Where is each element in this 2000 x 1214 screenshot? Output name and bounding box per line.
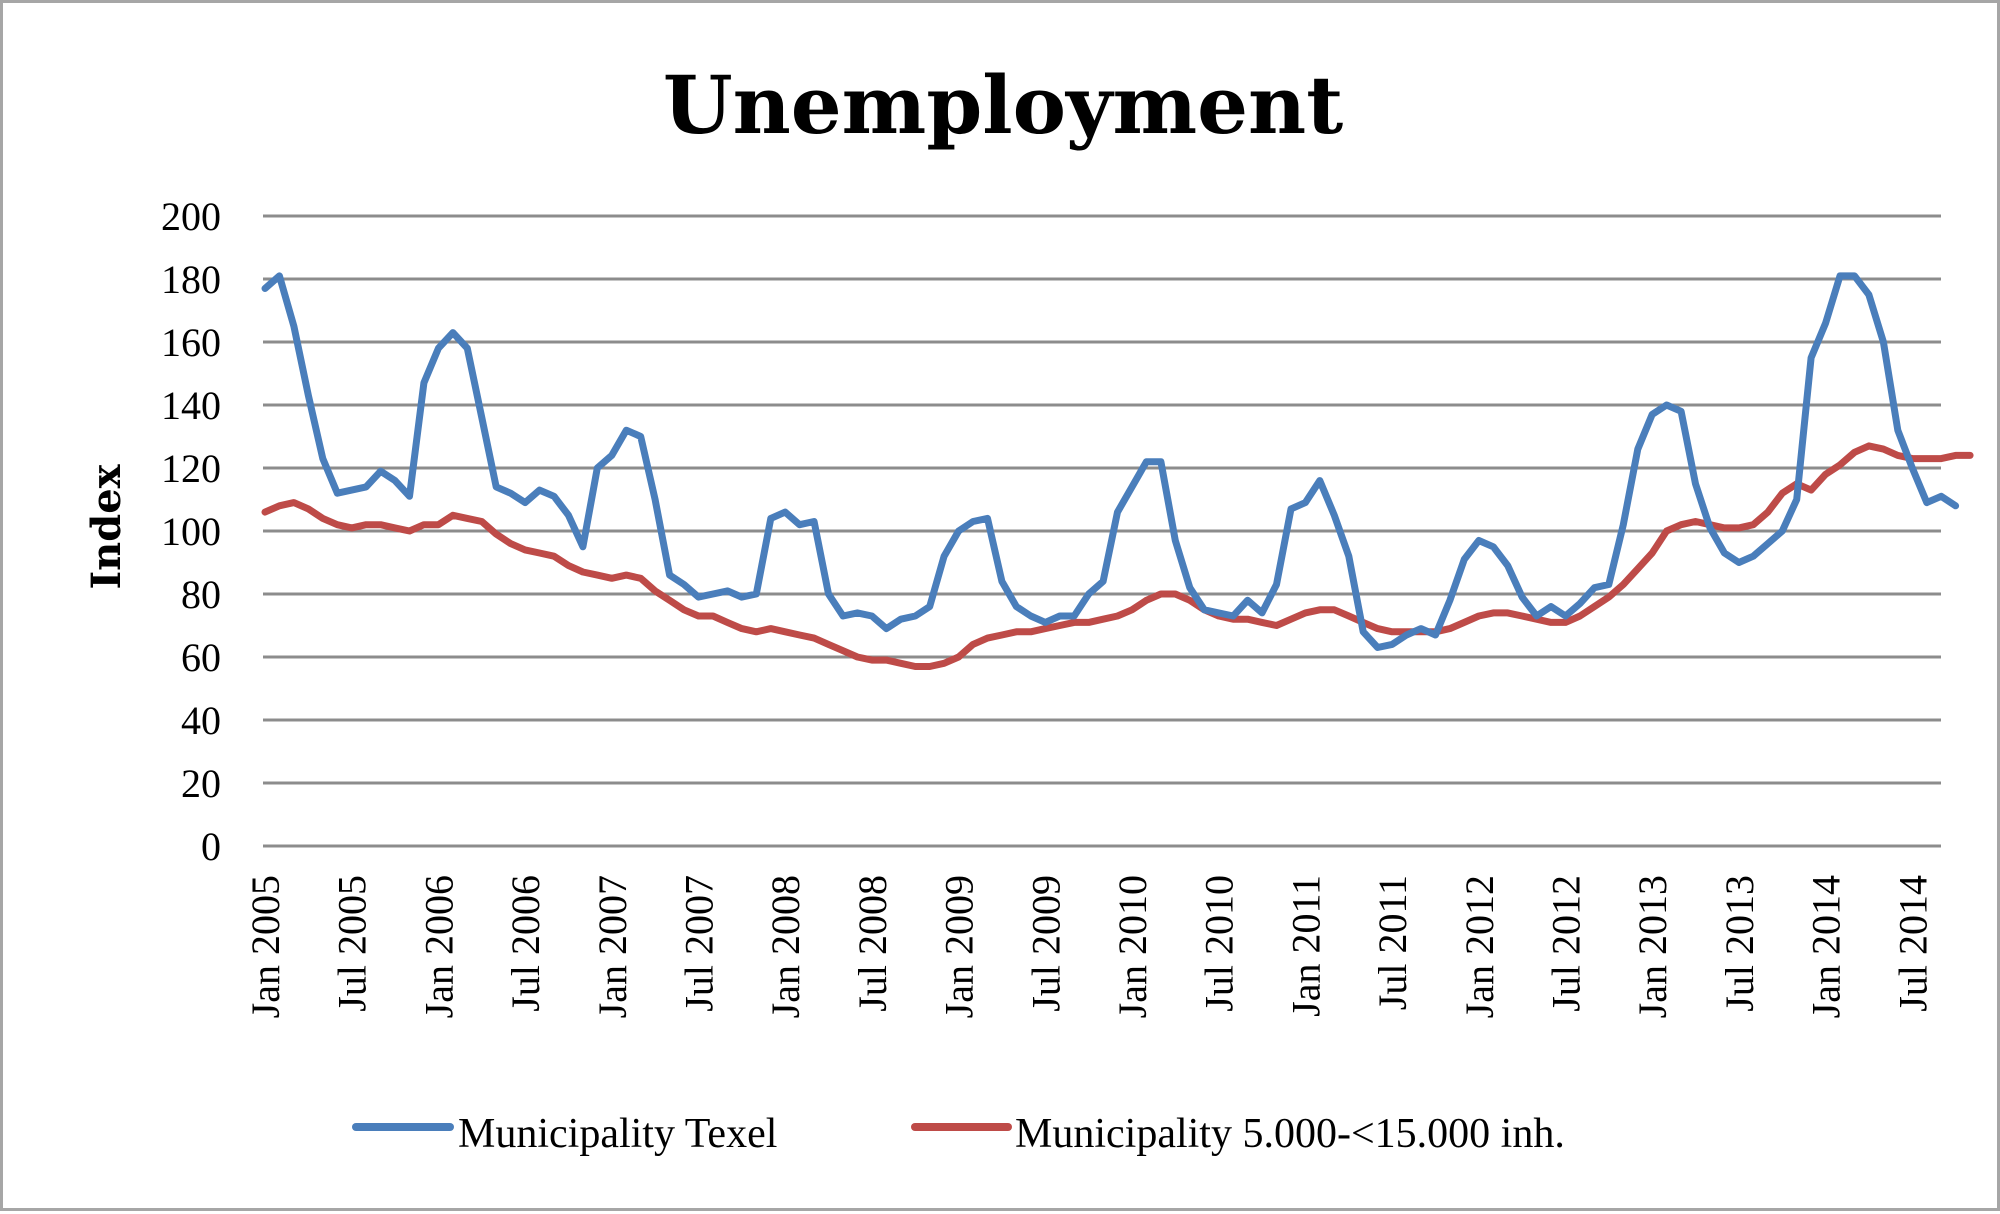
x-tick-label: Jul 2005: [330, 875, 375, 1012]
y-tick-label: 120: [161, 446, 221, 491]
legend: Municipality Texel Municipality 5.000-<15…: [352, 1111, 1565, 1157]
x-tick-label: Jan 2014: [1804, 875, 1849, 1018]
legend-label-1: Municipality Texel: [458, 1111, 777, 1157]
x-tick-label: Jul 2009: [1023, 875, 1068, 1012]
y-tick-label: 0: [201, 824, 221, 869]
series-line-2: [261, 442, 1974, 670]
x-tick-labels: Jan 2005 Jul 2005 Jan 2006 Jul 2006 Jan 2007…: [243, 875, 1935, 1018]
y-tick-label: 60: [181, 635, 221, 680]
x-tick-label: Jan 2010: [1110, 875, 1155, 1018]
x-tick-label: Jan 2013: [1630, 875, 1675, 1018]
x-tick-label: Jul 2014: [1890, 875, 1935, 1012]
grid-layer: [263, 214, 1941, 848]
y-tick-label: 200: [161, 194, 221, 239]
x-tick-label: Jan 2011: [1283, 875, 1328, 1017]
x-tick-label: Jul 2007: [677, 875, 722, 1012]
x-tick-label: Jul 2011: [1370, 875, 1415, 1010]
x-tick-label: Jan 2008: [763, 875, 808, 1018]
x-tick-label: Jan 2012: [1457, 875, 1502, 1018]
x-tick-label: Jan 2009: [937, 875, 982, 1018]
y-tick-label: 20: [181, 761, 221, 806]
x-tick-label: Jul 2010: [1197, 875, 1242, 1012]
y-tick-label: 160: [161, 320, 221, 365]
series-line-1: [261, 272, 1960, 651]
x-tick-label: Jan 2007: [590, 875, 635, 1018]
chart-title: Unemployment: [663, 58, 1343, 152]
legend-label-2: Municipality 5.000-<15.000 inh.: [1015, 1111, 1565, 1157]
y-tick-label: 140: [161, 383, 221, 428]
x-tick-label: Jul 2012: [1544, 875, 1589, 1012]
y-tick-label: 40: [181, 698, 221, 743]
x-tick-label: Jan 2005: [243, 875, 288, 1018]
y-tick-label: 100: [161, 509, 221, 554]
x-tick-label: Jul 2006: [503, 875, 548, 1012]
x-tick-label: Jul 2008: [850, 875, 895, 1012]
y-axis-label: Index: [83, 463, 130, 589]
x-tick-label: Jul 2013: [1717, 875, 1762, 1012]
y-tick-labels: 0 20 40 60 80 100 120 140 160 180 200: [161, 194, 221, 869]
y-tick-label: 80: [181, 572, 221, 617]
chart-svg: Unemployment Index 0 20 40 60 80 100 120 140 160…: [83, 58, 1974, 1157]
series-layer: [261, 272, 1974, 670]
x-tick-label: Jan 2006: [416, 875, 461, 1018]
y-tick-label: 180: [161, 257, 221, 302]
